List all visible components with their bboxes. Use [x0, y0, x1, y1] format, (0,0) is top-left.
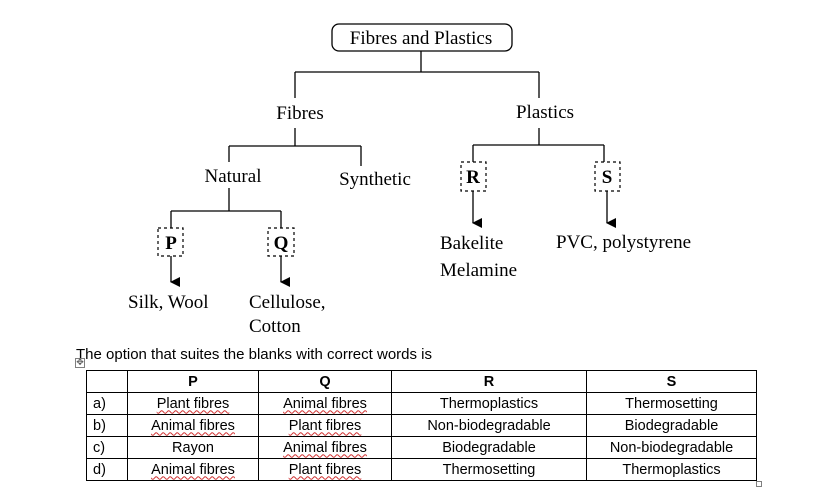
cell-r: Biodegradable [391, 436, 587, 459]
table-move-handle-icon[interactable]: ✥ [75, 358, 85, 368]
fibres-label: Fibres [276, 103, 324, 124]
cell-p: Animal fibres [127, 458, 259, 481]
options-table: P Q R S a) Plant fibres Animal fibres Th… [86, 370, 757, 481]
header-cell-blank [86, 370, 128, 393]
cell-q: Animal fibres [258, 436, 392, 459]
option-label: d) [86, 458, 128, 481]
cell-text: Plant fibres [288, 461, 362, 478]
cell-text: Animal fibres [151, 461, 235, 478]
tree-connectors [170, 51, 605, 228]
q-examples-line2: Cotton [249, 316, 301, 337]
blank-s-label: S [602, 167, 613, 188]
plastics-label: Plastics [516, 102, 574, 123]
q-examples-line1: Cellulose, [249, 292, 326, 313]
header-cell-s: S [586, 370, 757, 393]
cell-r: Thermoplastics [391, 392, 587, 415]
blank-p-label: P [165, 233, 177, 254]
cell-r: Thermosetting [391, 458, 587, 481]
blank-box-q [267, 227, 295, 257]
cell-q: Plant fibres [258, 414, 392, 437]
r-examples-line2: Melamine [440, 260, 517, 281]
option-label: c) [86, 436, 128, 459]
synthetic-label: Synthetic [339, 169, 411, 190]
cell-s: Thermoplastics [586, 458, 757, 481]
cell-s: Biodegradable [586, 414, 757, 437]
header-cell-r: R [391, 370, 587, 393]
classification-diagram: Fibres and Plastics Fibres Plastics Natu… [128, 23, 691, 337]
header-cell-q: Q [258, 370, 392, 393]
cell-p: Plant fibres [127, 392, 259, 415]
cell-text: Animal fibres [151, 417, 235, 434]
blank-q-label: Q [274, 233, 289, 254]
blank-box-s [594, 161, 621, 192]
cell-text: Plant fibres [156, 395, 230, 412]
blank-box-r [460, 161, 487, 192]
option-label: a) [86, 392, 128, 415]
root-box [331, 23, 513, 52]
cell-q: Animal fibres [258, 392, 392, 415]
table-row: d) Animal fibres Plant fibres Thermosett… [86, 458, 757, 481]
cell-text: Animal fibres [283, 439, 367, 456]
table-header-row: P Q R S [86, 370, 757, 393]
s-examples: PVC, polystyrene [556, 232, 691, 253]
cell-p: Rayon [127, 436, 259, 459]
cell-r: Non-biodegradable [391, 414, 587, 437]
root-label: Fibres and Plastics [350, 28, 493, 49]
table-row: b) Animal fibres Plant fibres Non-biodeg… [86, 414, 757, 437]
table-row: c) Rayon Animal fibres Biodegradable Non… [86, 436, 757, 459]
option-label: b) [86, 414, 128, 437]
cell-q: Plant fibres [258, 458, 392, 481]
header-cell-p: P [127, 370, 259, 393]
cell-text: Animal fibres [283, 395, 367, 412]
tree-arrows [170, 191, 616, 287]
p-examples: Silk, Wool [128, 292, 208, 313]
table-resize-handle[interactable] [756, 481, 762, 487]
cell-text: Plant fibres [288, 417, 362, 434]
table-row: a) Plant fibres Animal fibres Thermoplas… [86, 392, 757, 415]
question-text: The option that suites the blanks with c… [76, 346, 433, 363]
r-examples-line1: Bakelite [440, 233, 503, 254]
cell-s: Thermosetting [586, 392, 757, 415]
blank-r-label: R [466, 167, 480, 188]
cell-s: Non-biodegradable [586, 436, 757, 459]
natural-label: Natural [205, 166, 262, 187]
cell-p: Animal fibres [127, 414, 259, 437]
blank-box-p [157, 227, 184, 257]
